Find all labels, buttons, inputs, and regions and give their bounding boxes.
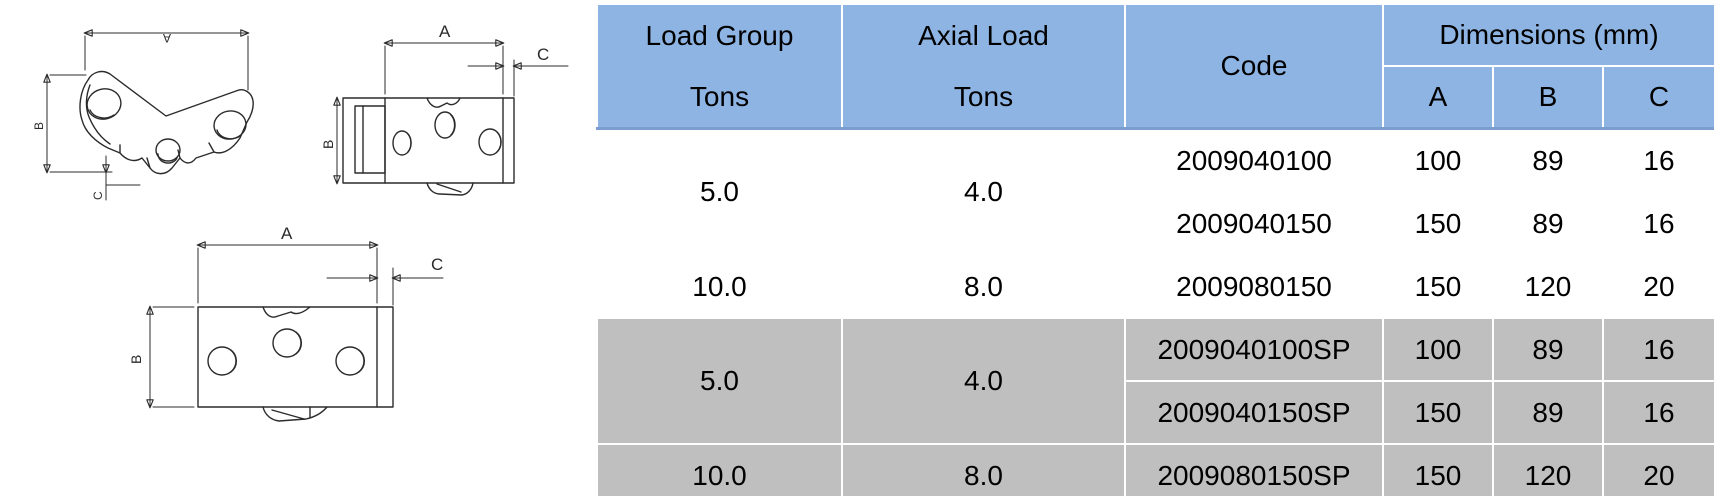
cell-load-group: 10.0 [596, 443, 843, 496]
dim-label-a: A [163, 31, 171, 45]
hole-inner-arc [450, 114, 456, 136]
dimension-extension-lines [49, 74, 113, 173]
cell-axial-load: 8.0 [841, 443, 1126, 496]
top-notch [426, 97, 461, 108]
table-row: 2009040150 150 89 16 [597, 191, 1714, 256]
hole-inner-arc [358, 349, 365, 373]
dim-label-c: C [537, 45, 549, 64]
header-dim-c: C [1601, 65, 1714, 130]
dimension-extension-lines [84, 35, 249, 91]
cell-load-group: 5.0 [596, 317, 843, 445]
hole-inner-arc [89, 109, 115, 119]
table-row: 10.0 8.0 2009080150SP 150 120 20 [596, 443, 1714, 496]
hole-inner-arc [496, 131, 502, 153]
drawing-perspective-view: A B C [32, 29, 254, 201]
cell-dim-c: 16 [1601, 127, 1714, 193]
cell-axial-load: 8.0 [841, 254, 1126, 319]
dim-label-b: B [32, 122, 46, 130]
cell-code: 2009040100 [1124, 127, 1384, 193]
cell-dim-a: 150 [1382, 191, 1494, 256]
cell-code: 2009080150SP [1124, 443, 1384, 496]
hole [155, 138, 181, 162]
header-dim-b: B [1492, 65, 1604, 130]
header-row-top: Load Group Axial Load Code Dimensions (m… [596, 3, 1714, 130]
cell-load-group: 10.0 [596, 254, 843, 319]
cell-code: 2009080150 [1124, 254, 1384, 319]
part-body [342, 97, 515, 184]
table-row: 10.0 8.0 2009080150 150 120 20 [596, 254, 1714, 319]
hole-inner-arc [157, 153, 178, 164]
header-axial-load: Axial Load [841, 3, 1126, 66]
cell-axial-load: 4.0 [841, 127, 1126, 256]
dim-label-c: C [431, 255, 443, 274]
part-thickness-contour [85, 84, 215, 169]
top-notch [262, 306, 311, 318]
bottom-tab [426, 182, 474, 196]
cell-dim-b: 89 [1492, 191, 1604, 256]
dim-label-b: B [128, 355, 144, 364]
table-row: 5.0 4.0 2009040100SP 100 89 16 [596, 317, 1714, 445]
spec-table: Load Group Axial Load Code Dimensions (m… [596, 3, 1714, 496]
header-dimensions-group: Dimensions (mm) [1381, 3, 1714, 67]
cell-dim-a: 150 [1382, 254, 1494, 319]
dim-label-a: A [439, 22, 451, 41]
cell-load-group: 5.0 [596, 127, 843, 256]
cell-dim-c: 20 [1601, 254, 1714, 319]
cell-dim-b: 89 [1492, 380, 1604, 445]
header-dim-a: A [1382, 65, 1494, 130]
cell-code: 2009040150SP [1124, 380, 1384, 445]
header-load-group-units: Tons [596, 66, 843, 130]
drawing-side-view: A C B [320, 22, 569, 196]
drawing-plan-view: A C B [128, 224, 444, 422]
cell-code: 2009040150 [1124, 191, 1384, 256]
bottom-tab [262, 406, 328, 422]
dimension-line-c [105, 155, 141, 201]
table-header: Load Group Axial Load Code Dimensions (m… [596, 3, 1714, 130]
cell-dim-b: 89 [1492, 127, 1604, 193]
table-row: 2009040150SP 150 89 16 [597, 380, 1714, 445]
hole [86, 88, 122, 120]
dim-label-c: C [91, 191, 105, 200]
dim-label-a: A [281, 224, 293, 243]
technical-drawings: A B C A [32, 22, 569, 422]
hole-inner-arc [216, 129, 241, 140]
dimension-extension-lines [152, 306, 195, 408]
header-load-group: Load Group [596, 3, 843, 66]
dimension-extension-lines [197, 247, 378, 304]
dim-label-b: B [320, 140, 336, 149]
cell-dim-b: 120 [1492, 443, 1604, 496]
side-tab [354, 105, 386, 174]
cell-axial-load: 4.0 [841, 317, 1126, 445]
part-edge-lines [384, 97, 504, 184]
cell-dim-c: 16 [1601, 380, 1714, 445]
cell-dim-a: 150 [1382, 443, 1494, 496]
header-row-bottom: Tons Tons A B C [596, 65, 1714, 130]
cell-code: 2009040100SP [1124, 317, 1384, 382]
cell-dim-c: 16 [1601, 191, 1714, 256]
cell-dim-b: 120 [1492, 254, 1604, 319]
header-axial-load-units: Tons [841, 66, 1126, 130]
cell-dim-a: 100 [1382, 127, 1494, 193]
hole-inner-arc [407, 133, 412, 153]
cell-dim-a: 150 [1382, 380, 1494, 445]
dimension-extension-lines [384, 45, 504, 95]
cell-dim-b: 89 [1492, 317, 1604, 382]
hole-inner-arc [230, 349, 237, 373]
part-body [197, 306, 394, 408]
hole [213, 110, 247, 140]
header-code: Code [1124, 3, 1384, 130]
part-outline [79, 70, 254, 175]
cell-dim-a: 100 [1382, 317, 1494, 382]
hole-inner-arc [295, 331, 302, 355]
table-body: 5.0 4.0 2009040100 100 89 16 2009040150 … [596, 127, 1714, 496]
cell-dim-c: 20 [1601, 443, 1714, 496]
table-row: 5.0 4.0 2009040100 100 89 16 [596, 127, 1714, 256]
cell-dim-c: 16 [1601, 317, 1714, 382]
